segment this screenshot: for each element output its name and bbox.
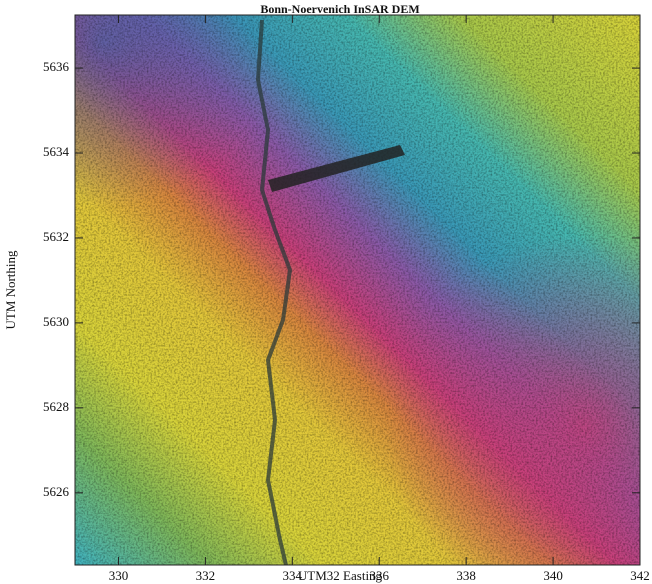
figure: Bonn-Noervenich InSAR DEM UTM32 Easting … xyxy=(0,0,652,584)
chart-title: Bonn-Noervenich InSAR DEM xyxy=(260,2,419,16)
y-tick-label: 5636 xyxy=(43,59,70,74)
y-tick-label: 5628 xyxy=(43,399,69,414)
x-tick-label: 340 xyxy=(543,568,563,583)
dem-image xyxy=(75,15,640,565)
x-tick-label: 334 xyxy=(283,568,303,583)
y-tick-label: 5632 xyxy=(43,229,69,244)
x-tick-label: 342 xyxy=(630,568,650,583)
x-tick-label: 338 xyxy=(456,568,476,583)
y-axis-label: UTM Northing xyxy=(3,250,18,330)
y-tick-label: 5634 xyxy=(43,144,70,159)
x-tick-label: 336 xyxy=(369,568,389,583)
x-tick-label: 332 xyxy=(196,568,216,583)
y-tick-label: 5630 xyxy=(43,314,69,329)
x-tick-label: 330 xyxy=(109,568,129,583)
y-tick-label: 5626 xyxy=(43,484,70,499)
